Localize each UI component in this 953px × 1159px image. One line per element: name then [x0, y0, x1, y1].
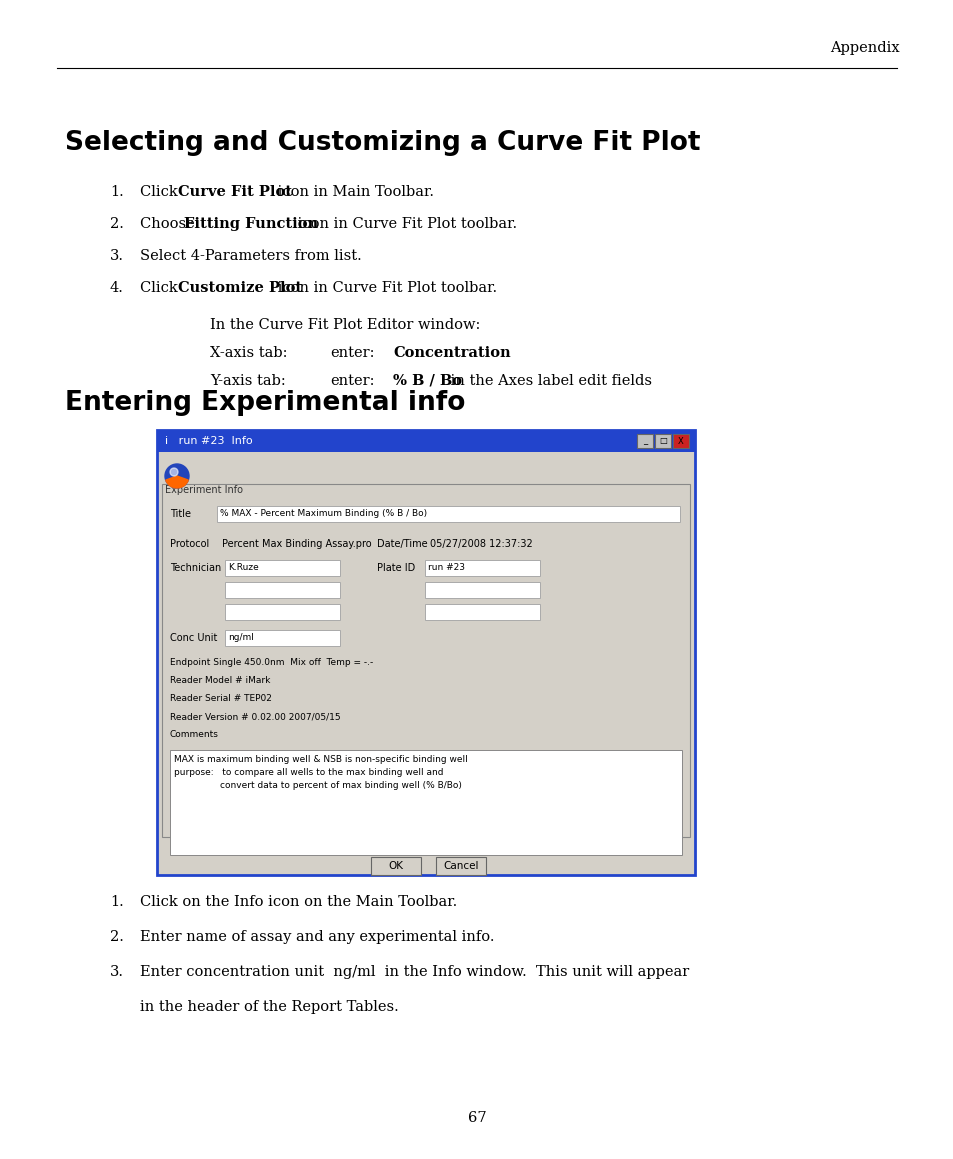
- Text: 3.: 3.: [110, 965, 124, 979]
- Text: 1.: 1.: [110, 895, 124, 909]
- Text: OK: OK: [388, 861, 403, 872]
- Text: run #23: run #23: [428, 563, 464, 573]
- Text: in the Axes label edit fields: in the Axes label edit fields: [445, 374, 651, 388]
- Text: □: □: [659, 437, 666, 445]
- Text: Reader Serial # TEP02: Reader Serial # TEP02: [170, 694, 272, 704]
- Text: 05/27/2008 12:37:32: 05/27/2008 12:37:32: [430, 539, 532, 549]
- Bar: [424, 582, 539, 598]
- Text: MAX is maximum binding well & NSB is non-specific binding well
purpose:   to com: MAX is maximum binding well & NSB is non…: [173, 755, 467, 790]
- Text: Click on the Info icon on the Main Toolbar.: Click on the Info icon on the Main Toolb…: [140, 895, 456, 909]
- Text: Protocol: Protocol: [170, 539, 209, 549]
- Text: 2.: 2.: [110, 217, 124, 231]
- Text: Enter concentration unit  ng/ml  in the Info window.  This unit will appear: Enter concentration unit ng/ml in the In…: [140, 965, 688, 979]
- Bar: [436, 857, 485, 875]
- Text: Plate ID: Plate ID: [376, 563, 415, 573]
- Bar: [424, 604, 539, 620]
- Text: Fitting Function: Fitting Function: [184, 217, 318, 231]
- Text: Conc Unit: Conc Unit: [170, 633, 217, 643]
- Bar: [216, 506, 679, 522]
- Bar: [162, 484, 689, 837]
- Bar: [157, 430, 695, 452]
- Bar: [655, 433, 670, 449]
- Text: Select 4-Parameters from list.: Select 4-Parameters from list.: [140, 249, 361, 263]
- Bar: [170, 750, 681, 855]
- Text: X-axis tab:: X-axis tab:: [210, 347, 287, 360]
- Text: % MAX - Percent Maximum Binding (% B / Bo): % MAX - Percent Maximum Binding (% B / B…: [220, 510, 427, 518]
- Wedge shape: [166, 476, 188, 488]
- Text: 4.: 4.: [110, 280, 124, 296]
- Circle shape: [170, 468, 178, 476]
- Text: 67: 67: [467, 1111, 486, 1125]
- Text: Enter name of assay and any experimental info.: Enter name of assay and any experimental…: [140, 930, 494, 943]
- Text: icon in Curve Fit Plot toolbar.: icon in Curve Fit Plot toolbar.: [274, 280, 497, 296]
- Text: In the Curve Fit Plot Editor window:: In the Curve Fit Plot Editor window:: [210, 318, 480, 331]
- Text: Click: Click: [140, 185, 182, 199]
- Bar: [225, 582, 339, 598]
- Text: Reader Version # 0.02.00 2007/05/15: Reader Version # 0.02.00 2007/05/15: [170, 712, 340, 721]
- Text: Comments: Comments: [170, 730, 218, 739]
- Text: Click: Click: [140, 280, 182, 296]
- Text: Choose: Choose: [140, 217, 199, 231]
- Text: X: X: [678, 437, 683, 445]
- Text: 3.: 3.: [110, 249, 124, 263]
- Bar: [424, 560, 539, 576]
- Text: Selecting and Customizing a Curve Fit Plot: Selecting and Customizing a Curve Fit Pl…: [65, 130, 700, 156]
- Text: i   run #23  Info: i run #23 Info: [165, 436, 253, 446]
- Text: icon in Main Toolbar.: icon in Main Toolbar.: [274, 185, 434, 199]
- Bar: [371, 857, 420, 875]
- Text: K.Ruze: K.Ruze: [228, 563, 258, 573]
- Text: Experiment Info: Experiment Info: [165, 484, 243, 495]
- Text: enter:: enter:: [330, 347, 375, 360]
- Text: Percent Max Binding Assay.pro: Percent Max Binding Assay.pro: [222, 539, 372, 549]
- Text: enter:: enter:: [330, 374, 375, 388]
- Text: Technician: Technician: [170, 563, 221, 573]
- Text: Curve Fit Plot: Curve Fit Plot: [177, 185, 292, 199]
- Text: Appendix: Appendix: [829, 41, 899, 54]
- Bar: [225, 560, 339, 576]
- Text: Entering Experimental info: Entering Experimental info: [65, 389, 465, 416]
- Bar: [225, 604, 339, 620]
- Text: Title: Title: [170, 509, 191, 519]
- Text: Cancel: Cancel: [443, 861, 478, 872]
- Bar: [637, 433, 652, 449]
- Text: icon in Curve Fit Plot toolbar.: icon in Curve Fit Plot toolbar.: [293, 217, 517, 231]
- Bar: [157, 430, 695, 875]
- Circle shape: [165, 464, 189, 488]
- Text: 1.: 1.: [110, 185, 124, 199]
- Text: Date/Time: Date/Time: [376, 539, 427, 549]
- Text: _: _: [642, 437, 646, 445]
- Text: Customize Plot: Customize Plot: [177, 280, 301, 296]
- Text: % B / Bo: % B / Bo: [393, 374, 461, 388]
- Text: Concentration: Concentration: [393, 347, 510, 360]
- Text: Endpoint Single 450.0nm  Mix off  Temp = -.-: Endpoint Single 450.0nm Mix off Temp = -…: [170, 658, 373, 666]
- Bar: [672, 433, 688, 449]
- Bar: [225, 630, 339, 646]
- Text: ng/ml: ng/ml: [228, 634, 253, 642]
- Text: Reader Model # iMark: Reader Model # iMark: [170, 676, 270, 685]
- Text: in the header of the Report Tables.: in the header of the Report Tables.: [140, 1000, 398, 1014]
- Text: 2.: 2.: [110, 930, 124, 943]
- Text: Y-axis tab:: Y-axis tab:: [210, 374, 286, 388]
